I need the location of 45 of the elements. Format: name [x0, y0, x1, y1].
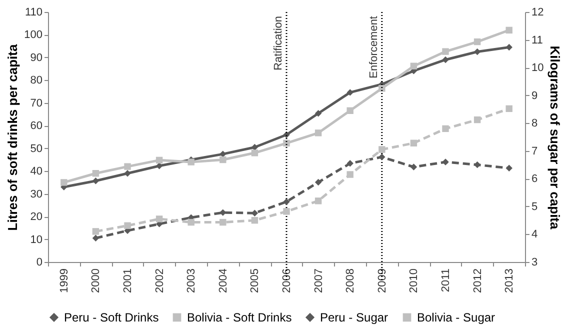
y-tick-label: 60: [30, 120, 42, 132]
y-tick-label: 20: [30, 211, 42, 224]
y2-tick-label: 10: [532, 62, 544, 74]
x-tick-label: 2013: [504, 268, 516, 293]
x-tick-label: 2010: [408, 268, 420, 293]
legend-label: Bolivia - Sugar: [417, 310, 496, 324]
legend-label: Bolivia - Soft Drinks: [187, 310, 292, 324]
y-tick-label: 110: [24, 6, 42, 18]
x-tick-label: 2005: [249, 268, 262, 293]
x-tick-label: 2008: [344, 268, 357, 293]
ref-line-label: Enforcement: [368, 16, 380, 78]
legend-label: Peru - Soft Drinks: [64, 310, 159, 324]
y-tick-label: 70: [30, 97, 42, 110]
y-tick-label: 10: [30, 234, 42, 246]
legend-label: Peru - Sugar: [320, 310, 388, 324]
x-tick-label: 2012: [472, 268, 484, 293]
y-tick-label: 40: [30, 166, 42, 178]
x-tick-label: 1999: [58, 268, 70, 293]
y2-tick-label: 3: [532, 256, 538, 268]
ref-line-label: Ratification: [272, 16, 284, 70]
x-tick-label: 2004: [217, 268, 230, 293]
y-tick-label: 80: [30, 74, 42, 87]
y2-tick-label: 5: [532, 200, 538, 213]
x-tick-label: 2000: [90, 268, 102, 293]
y2-tick-label: 8: [532, 118, 538, 130]
y2-tick-label: 4: [532, 228, 538, 241]
x-tick-label: 2003: [186, 268, 198, 293]
y2-tick-label: 9: [532, 90, 538, 102]
x-tick-label: 2002: [154, 268, 166, 293]
x-tick-label: 2001: [122, 268, 134, 293]
x-tick-label: 2009: [376, 268, 388, 293]
x-tick-label: 2011: [440, 268, 452, 292]
x-tick-label: 2006: [281, 268, 293, 293]
y2-tick-label: 11: [532, 34, 543, 46]
y-tick-label: 100: [24, 29, 42, 42]
y-axis-title: Litres of soft drinks per capita: [5, 44, 20, 231]
y-tick-label: 90: [30, 52, 42, 64]
y-tick-label: 50: [30, 142, 42, 155]
y2-tick-label: 7: [532, 145, 538, 158]
y-tick-label: 0: [36, 256, 42, 268]
y-tick-label: 30: [30, 188, 42, 200]
y2-tick-label: 12: [532, 6, 544, 18]
y2-axis-title: Kilograms of sugar per capita: [548, 46, 563, 230]
y2-tick-label: 6: [532, 173, 538, 186]
x-tick-label: 2007: [312, 268, 325, 293]
